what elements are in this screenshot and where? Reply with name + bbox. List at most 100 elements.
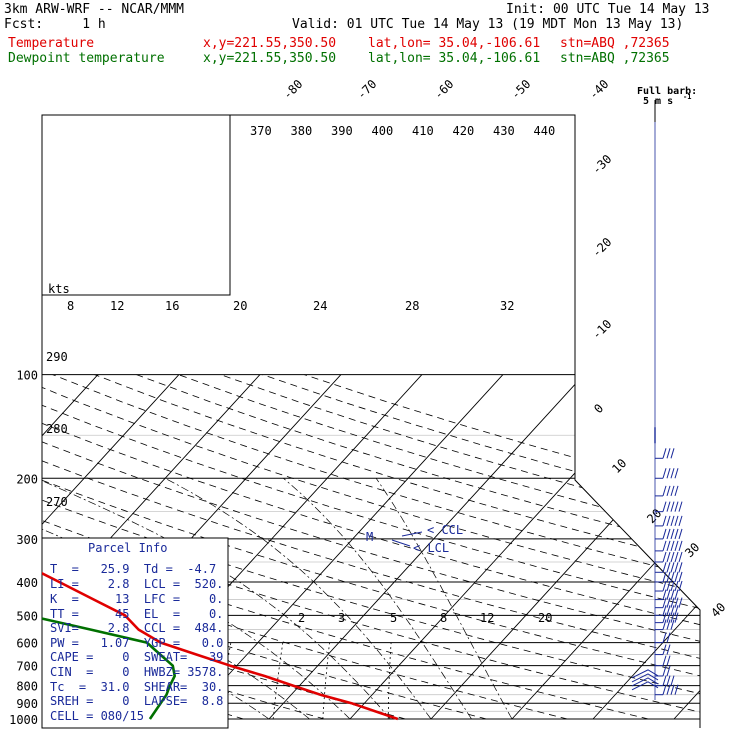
wind-key: Full barb: 5 m s -1 <box>637 86 697 107</box>
isotherm-label: -20 <box>589 235 614 260</box>
valid-time: Valid: 01 UTC Tue 14 May 13 (19 MDT Mon … <box>292 17 684 32</box>
moist-adiabat-line <box>283 478 472 720</box>
pressure-tick-label: 900 <box>16 697 38 711</box>
wind-barb-flag <box>666 468 671 479</box>
parcel-info-row: CAPE = 0 SWEAT= 39 <box>50 650 223 664</box>
wind-barb-flag <box>670 515 675 527</box>
dewpoint-legend-label: Dewpoint temperature <box>8 51 165 66</box>
wind-barb-flag <box>674 589 679 600</box>
wind-barb <box>655 675 675 687</box>
wind-barb-flag <box>674 528 679 540</box>
mixing-ratio-line <box>272 642 284 720</box>
parcel-info-row: LI = 2.8 LCL = 520. <box>50 577 223 591</box>
wind-barb-flag <box>666 655 671 666</box>
dewpoint-station: stn=ABQ ,72365 <box>560 51 670 66</box>
wind-barb-flag <box>670 589 675 600</box>
wind-barb-flag <box>678 515 683 527</box>
isotherm-line <box>511 374 700 720</box>
wind-barb-flag <box>674 468 679 479</box>
wind-barb-flag <box>662 675 667 686</box>
isotherm-line <box>673 374 700 720</box>
wind-barb-flag <box>662 589 667 600</box>
wind-barb <box>631 673 659 683</box>
temperature-xy: x,y=221.55,350.50 <box>203 36 337 51</box>
wind-barb <box>655 448 675 459</box>
wind-key-unit-sup: -1 <box>683 93 691 101</box>
dewpoint-latlon: lat,lon= 35.04,-106.61 <box>368 51 541 66</box>
wind-barb-flag <box>666 551 671 563</box>
temperature-profile-line <box>42 373 399 721</box>
wind-barb <box>655 612 679 624</box>
wind-barb-flag <box>666 562 671 573</box>
wind-barb-flag <box>674 551 679 563</box>
dry-adiabat-line <box>42 374 700 720</box>
mixing-ratio-label: 12 <box>480 611 494 625</box>
forecast-hour: Fcst: 1 h <box>4 17 106 32</box>
wind-barb-flag <box>670 448 675 459</box>
parcel-info-row: K = 13 LFC = 0. <box>50 592 223 606</box>
wind-barb <box>655 580 683 592</box>
wind-barb <box>631 669 659 679</box>
wind-barb-flag <box>662 580 667 592</box>
wind-barb-flag <box>662 540 667 552</box>
init-time: Init: 00 UTC Tue 14 May 13 <box>506 2 710 17</box>
wind-barb-flag <box>666 501 671 512</box>
theta-label: 380 <box>291 124 313 138</box>
parcel-info-row: SVI= 2.8 CCL = 484. <box>50 621 223 635</box>
wind-barb-flag <box>670 675 675 686</box>
mixing-ratio-label: 16 <box>165 299 179 313</box>
pressure-tick-label: 1000 <box>9 713 38 727</box>
wind-barb-flag <box>674 571 679 583</box>
wind-barb-flag <box>662 619 667 630</box>
wind-barb-flag <box>662 562 667 573</box>
parcel-info-row: Tc = 31.0 SHEAR= 30. <box>50 680 223 694</box>
wind-barb-flag <box>666 485 671 497</box>
theta-label: 440 <box>534 124 556 138</box>
wind-barb-flag <box>674 605 679 616</box>
dry-adiabat-line <box>42 374 700 720</box>
wind-barb <box>655 665 671 677</box>
wind-barb <box>655 597 683 609</box>
isotherm-label: 20 <box>644 506 664 526</box>
isotherm-label: 30 <box>682 540 702 560</box>
wind-key-value: 5 m s <box>643 96 673 107</box>
isotherm-label: 40 <box>708 600 728 620</box>
parcel-info-row: T = 25.9 Td = -4.7 <box>50 562 216 576</box>
parcel-info-panel: Parcel Info T = 25.9 Td = -4.7 LI = 2.8 … <box>50 541 223 723</box>
wind-barb-flag <box>666 675 671 686</box>
theta-left-label: 270 <box>46 495 68 509</box>
isotherm-line <box>592 374 700 720</box>
pressure-tick-label: 700 <box>16 660 38 674</box>
wind-barb-flag <box>662 501 667 512</box>
wind-barb-flag <box>674 485 679 497</box>
wind-barb <box>655 562 683 573</box>
dry-adiabat-line <box>42 374 700 720</box>
isotherm-line <box>42 374 99 720</box>
pressure-tick-label: 200 <box>16 472 38 486</box>
temperature-latlon: lat,lon= 35.04,-106.61 <box>368 36 541 51</box>
wind-barb <box>655 684 679 696</box>
wind-barb <box>631 681 659 691</box>
dry-adiabat-line <box>42 374 700 720</box>
wind-barb <box>655 632 671 644</box>
isotherm-label: -50 <box>508 77 533 102</box>
wind-barb-flag <box>662 485 667 497</box>
hodograph-units: kts <box>48 282 70 296</box>
wind-barb <box>655 605 679 616</box>
wind-barb-flag <box>662 665 667 677</box>
dewpoint-xy: x,y=221.55,350.50 <box>203 51 337 66</box>
wind-barb-flag <box>662 644 667 655</box>
lcl-marker-label: < LCL <box>413 541 449 555</box>
wind-barb-flag <box>666 612 671 623</box>
isotherm-line <box>0 375 17 719</box>
isotherm-label: -70 <box>354 77 379 102</box>
dry-adiabat-line <box>42 374 568 720</box>
wind-barb-flag <box>666 665 671 677</box>
model-title: 3km ARW-WRF -- NCAR/MMM <box>4 2 185 17</box>
mixing-ratio-label: 8 <box>67 299 74 313</box>
wind-barb-flag <box>670 580 675 592</box>
mixing-ratio-line <box>322 642 330 720</box>
wind-barb-flag <box>670 501 675 512</box>
mixing-ratio-label: 2 <box>298 611 305 625</box>
